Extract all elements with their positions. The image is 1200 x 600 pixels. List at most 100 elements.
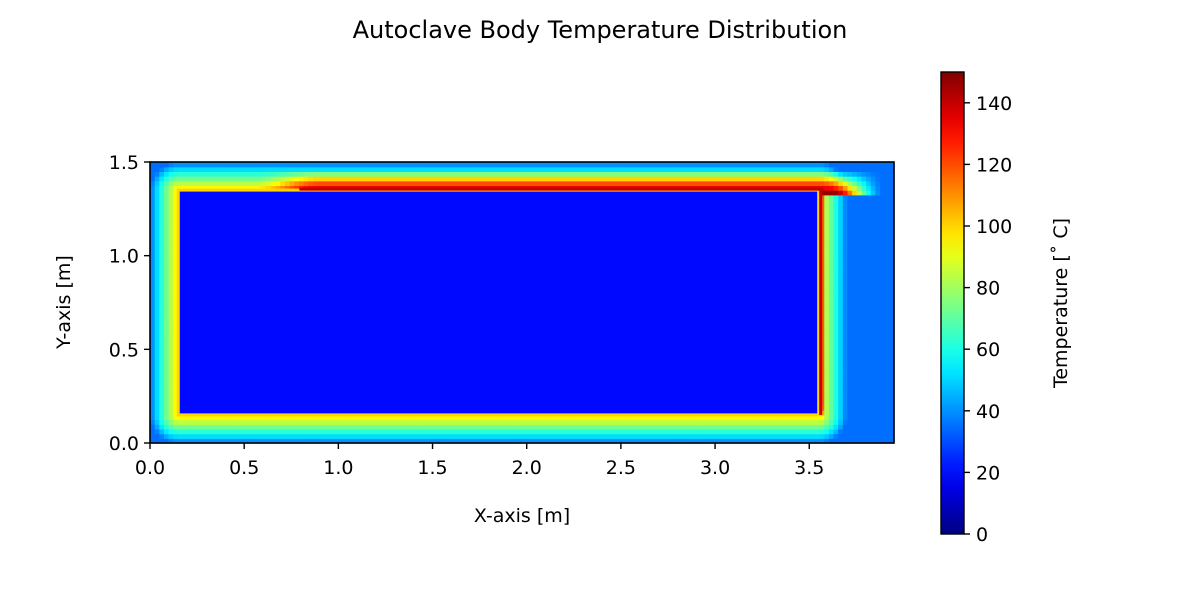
heatmap-cell — [875, 185, 881, 191]
heatmap-cell — [856, 288, 863, 294]
heatmap-cell — [833, 171, 839, 177]
heatmap-cell — [154, 180, 160, 187]
heatmap-cell — [308, 438, 314, 444]
heatmap-cell — [838, 180, 844, 187]
heatmap-cell — [884, 283, 890, 290]
heatmap-cell — [229, 424, 235, 430]
heatmap-cell — [163, 194, 170, 201]
heatmap-cell — [173, 419, 179, 425]
heatmap-cell — [442, 176, 449, 182]
heatmap-cell — [503, 414, 509, 421]
heatmap-cell — [205, 438, 212, 444]
heatmap-cell — [150, 176, 156, 182]
heatmap-cell — [424, 162, 430, 168]
heatmap-cell — [210, 414, 216, 421]
heatmap-cell — [294, 419, 300, 425]
heatmap-cell — [875, 288, 881, 294]
heatmap-cell — [847, 265, 853, 271]
heatmap-cell — [498, 424, 504, 430]
heatmap-cell — [787, 176, 793, 182]
heatmap-cell — [796, 414, 802, 421]
heatmap-cell — [154, 269, 160, 275]
heatmap-cell — [517, 180, 523, 187]
heatmap-cell — [698, 419, 704, 425]
heatmap-cell — [163, 339, 170, 346]
heatmap-cell — [168, 433, 174, 439]
heatmap-cell — [647, 428, 653, 435]
heatmap-cell — [777, 166, 783, 172]
heatmap-cell — [754, 419, 760, 425]
heatmap-cell — [847, 199, 853, 205]
heatmap-cell — [475, 438, 481, 444]
heatmap-cell — [880, 162, 886, 168]
heatmap-cell — [847, 185, 853, 191]
heatmap-cell — [875, 410, 881, 416]
heatmap-cell — [889, 382, 895, 388]
heatmap-cell — [308, 162, 314, 168]
heatmap-cell — [842, 185, 849, 191]
heatmap-cell — [577, 438, 584, 444]
heatmap-cell — [721, 419, 728, 425]
heatmap-cell — [317, 433, 323, 439]
heatmap-cell — [284, 180, 291, 187]
heatmap-cell — [847, 382, 853, 388]
heatmap-cell — [196, 185, 202, 191]
heatmap-cell — [182, 171, 188, 177]
heatmap-cell — [842, 428, 849, 435]
heatmap-cell — [708, 428, 714, 435]
heatmap-cell — [345, 419, 351, 425]
heatmap-cell — [163, 391, 170, 397]
heatmap-cell — [861, 260, 867, 266]
heatmap-cell — [340, 176, 346, 182]
heatmap-cell — [410, 180, 416, 187]
heatmap-cell — [866, 232, 872, 238]
heatmap-cell — [889, 316, 895, 322]
heatmap-cell — [633, 419, 639, 425]
heatmap-cell — [294, 414, 300, 421]
heatmap-cell — [652, 176, 658, 182]
heatmap-cell — [866, 246, 872, 252]
heatmap-cell — [461, 438, 467, 444]
heatmap-cell — [852, 358, 858, 364]
heatmap-cell — [163, 396, 170, 402]
heatmap-cell — [838, 363, 844, 369]
heatmap-cell — [391, 176, 398, 182]
heatmap-cell — [749, 424, 756, 430]
heatmap-cell — [447, 424, 453, 430]
heatmap-cell — [363, 180, 370, 187]
heatmap-cell — [624, 433, 630, 439]
heatmap-cell — [824, 293, 830, 299]
heatmap-cell — [875, 180, 881, 187]
heatmap-cell — [861, 438, 867, 444]
heatmap-cell — [354, 180, 360, 187]
heatmap-cell — [187, 162, 193, 168]
heatmap-cell — [870, 166, 876, 172]
heatmap-cell — [545, 419, 551, 425]
heatmap-cell — [494, 171, 500, 177]
heatmap-cell — [745, 162, 751, 168]
heatmap-cell — [866, 419, 872, 425]
heatmap-cell — [889, 222, 895, 229]
heatmap-cell — [205, 414, 212, 421]
heatmap-cell — [591, 424, 597, 430]
heatmap-cell — [150, 255, 156, 261]
heatmap-cell — [154, 232, 160, 238]
heatmap-cell — [168, 274, 174, 280]
heatmap-cell — [726, 162, 732, 168]
heatmap-cell — [605, 433, 611, 439]
heatmap-cell — [150, 227, 156, 233]
heatmap-cell — [182, 414, 188, 421]
heatmap-cell — [819, 293, 825, 299]
heatmap-cell — [819, 330, 825, 336]
heatmap-cell — [819, 335, 825, 341]
heatmap-cell — [842, 279, 849, 285]
heatmap-cell — [512, 171, 518, 177]
heatmap-cell — [270, 166, 277, 172]
heatmap-cell — [773, 419, 779, 425]
heatmap-cell — [824, 349, 830, 355]
heatmap-cell — [294, 428, 300, 435]
heatmap-cell — [303, 171, 309, 177]
heatmap-cell — [549, 428, 556, 435]
heatmap-cell — [875, 363, 881, 369]
heatmap-cell — [847, 227, 853, 233]
